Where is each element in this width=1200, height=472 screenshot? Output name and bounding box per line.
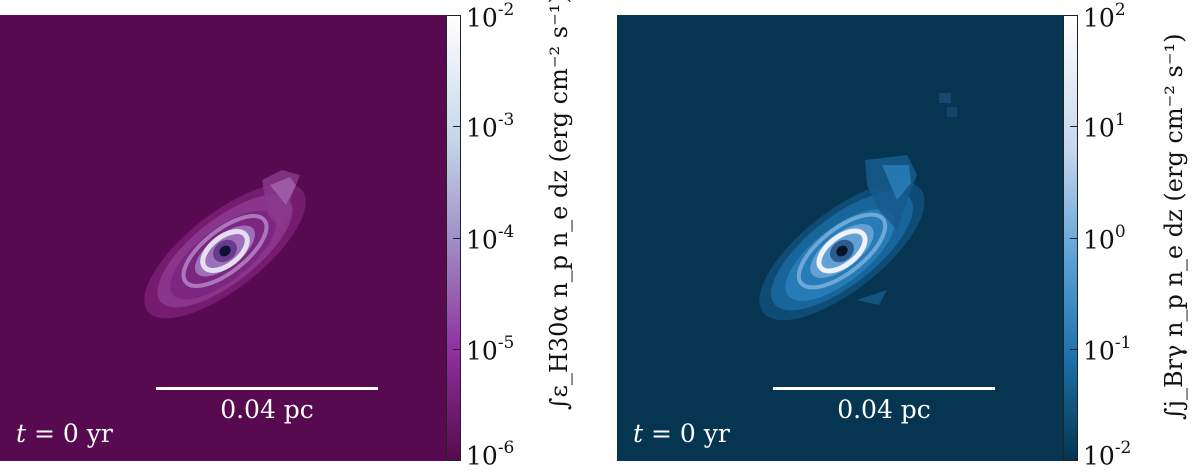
colorbar-tick <box>453 126 461 127</box>
colorbar-tick <box>453 349 461 350</box>
colorbar-tick-label: 100 <box>1083 222 1126 255</box>
scale-bar-label: 0.04 pc <box>220 395 314 424</box>
colorbar-tick-label: 102 <box>1083 0 1126 33</box>
emission-map-brg: 0.04 pc t = 0 yr <box>617 15 1063 461</box>
colorbar-tick-label: 10-3 <box>466 110 515 143</box>
colorbar-tick-label: 10-1 <box>1083 333 1132 366</box>
colorbar-label: ∫j_Brγ n_p n_e dz (erg cm⁻² s⁻¹) <box>1160 33 1188 420</box>
colorbar-tick-label: 10-6 <box>466 438 515 471</box>
time-label: t = 0 yr <box>633 419 730 448</box>
scale-bar <box>773 387 995 390</box>
colorbar-tick <box>1070 126 1078 127</box>
colorbar-tick-label: 10-2 <box>1083 438 1132 471</box>
colorbar-label: ∫ε_H30α n_p n_e dz (erg cm⁻² s⁻¹) <box>545 0 573 410</box>
colorbar-tick <box>1070 238 1078 239</box>
emission-map-h30a: 0.04 pc t = 0 yr <box>0 15 446 461</box>
colorbar-tick <box>453 238 461 239</box>
colorbar-tick-label: 10-4 <box>466 222 515 255</box>
scale-bar <box>156 387 378 390</box>
disk-emission-image <box>144 170 306 319</box>
colorbar-tick <box>1070 349 1078 350</box>
scale-bar-label: 0.04 pc <box>837 395 931 424</box>
time-label: t = 0 yr <box>16 419 113 448</box>
colorbar-tick-label: 10-2 <box>466 0 515 33</box>
colorbar-tick-label: 101 <box>1083 110 1126 143</box>
disk-emission-image <box>759 93 957 321</box>
colorbar-tick-label: 10-5 <box>466 333 515 366</box>
